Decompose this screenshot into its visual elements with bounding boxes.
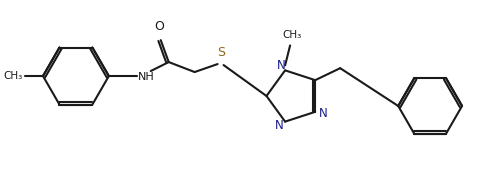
Text: S: S [217,46,225,59]
Text: N: N [318,107,327,120]
Text: CH₃: CH₃ [282,30,301,40]
Text: N: N [276,59,285,72]
Text: O: O [154,20,163,33]
Text: NH: NH [138,72,154,82]
Text: CH₃: CH₃ [4,71,23,81]
Text: N: N [274,119,283,132]
